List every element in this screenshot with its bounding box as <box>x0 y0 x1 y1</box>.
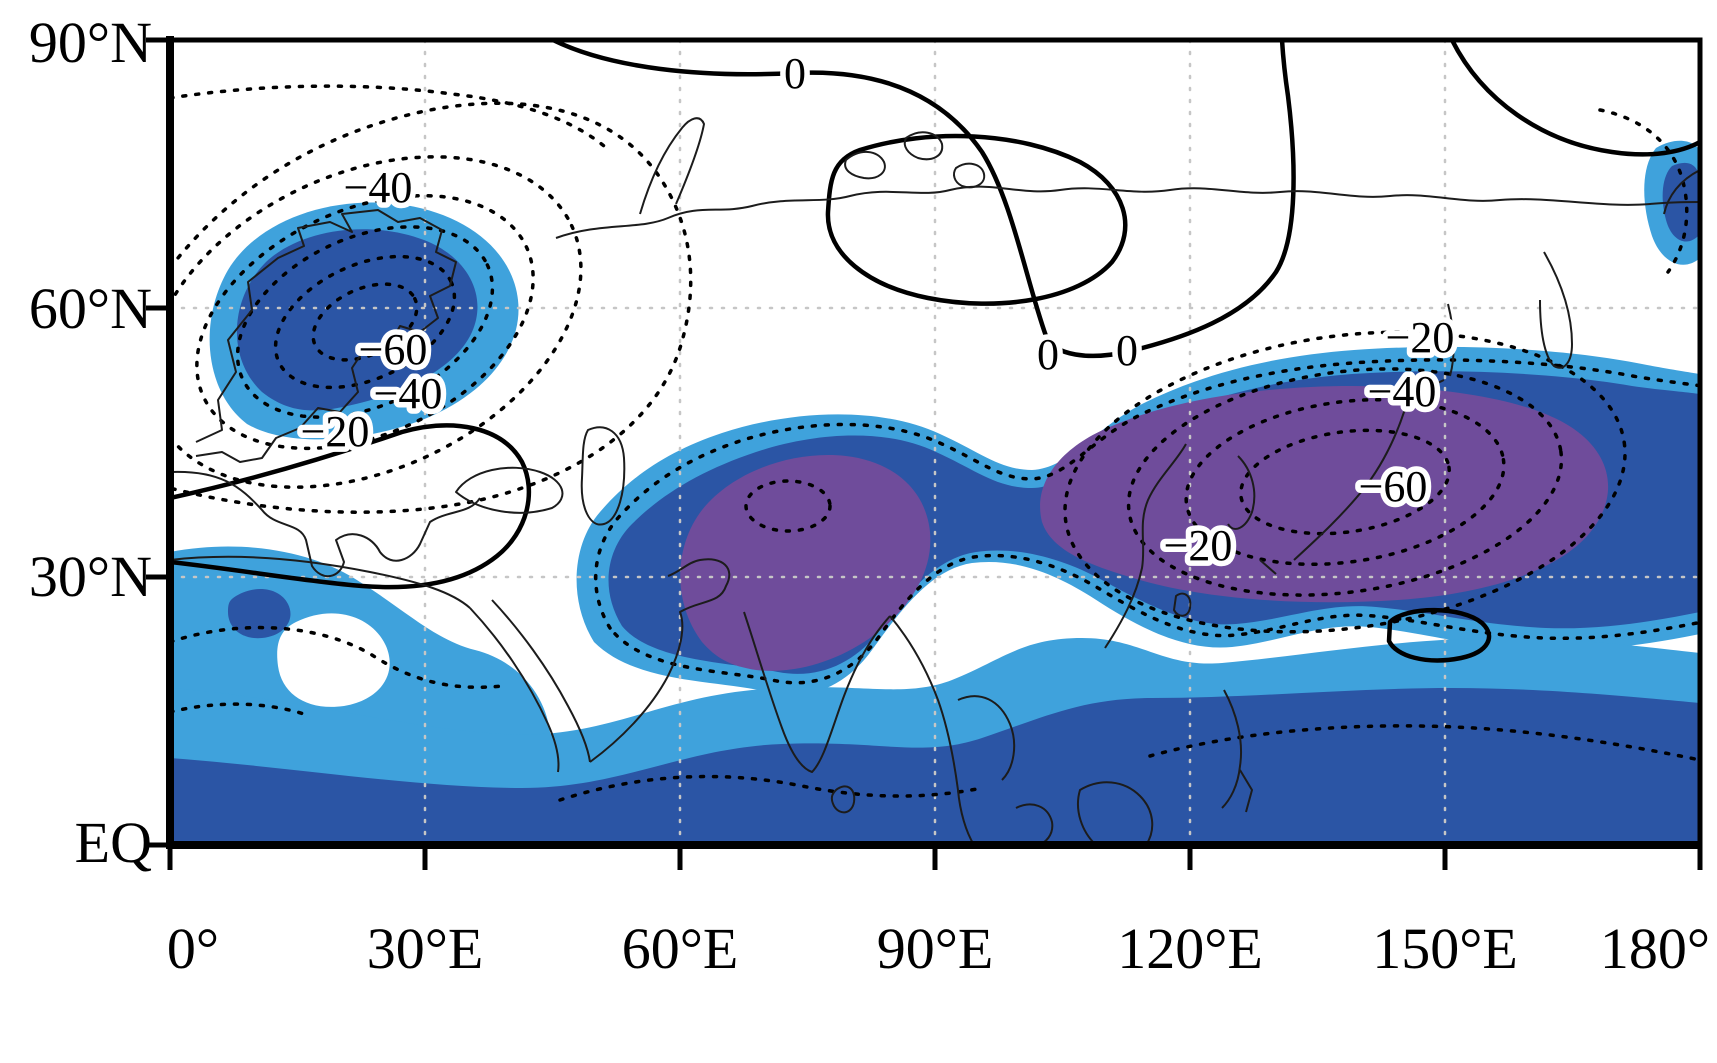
y-axis-label-60n: 60°N <box>29 276 152 341</box>
coastline-arctic-island <box>844 151 886 180</box>
contour-line <box>235 225 495 419</box>
contour-line <box>594 358 1700 685</box>
coastline-arctic-island <box>953 162 986 189</box>
contour-line <box>311 282 419 362</box>
contour-line <box>1598 108 1689 274</box>
coastline-caspian-sea <box>580 426 626 526</box>
shade-region <box>228 589 291 639</box>
contour-label-zero-mid-right: 0 <box>1116 326 1138 375</box>
contour-label-m20-ne-upper: −20 <box>1386 313 1455 362</box>
coastline-far-east <box>1663 169 1700 215</box>
coastline-philippines <box>1221 689 1253 813</box>
contour-label-m20-ne-west: −20 <box>1164 521 1233 570</box>
zero-contour <box>170 423 532 590</box>
coastline-kamchatka <box>1539 251 1573 369</box>
x-axis-label-180: 180° <box>1600 916 1710 981</box>
coastline-scandinavia <box>195 209 457 463</box>
coastline-sri-lanka <box>830 785 856 814</box>
coastline-borneo <box>1077 781 1154 845</box>
coastline-taiwan <box>1173 592 1192 617</box>
coastlines <box>170 117 1700 845</box>
contour-label-m40-nw-lower: −40 <box>374 369 443 418</box>
y-axis-label-eq: EQ <box>75 810 152 875</box>
shade-region <box>236 229 478 411</box>
contour-line <box>1063 330 1627 634</box>
coastline-japan <box>1293 379 1445 561</box>
contour-line <box>170 101 693 514</box>
coastline-red-sea-east <box>491 599 591 763</box>
contour-label-zero-mid-left: 0 <box>1037 330 1059 379</box>
coastline-novaya-zemlya <box>639 117 705 215</box>
zero-contour <box>1449 40 1700 157</box>
ne-contour-set <box>1063 330 1627 634</box>
coastline-black-sea <box>455 466 564 514</box>
coastline-arctic-island <box>903 131 944 161</box>
x-axis-label-60e: 60°E <box>622 916 739 981</box>
coastline-china <box>1104 443 1187 649</box>
contour-line <box>1184 397 1506 567</box>
coastline-arabia <box>589 558 731 763</box>
contour-label-m40-nw-upper: −40 <box>344 163 413 212</box>
x-axis-label-90e: 90°E <box>877 916 994 981</box>
contour-label-m60-nw: −60 <box>359 325 428 374</box>
contour-line <box>558 774 984 802</box>
coastline-bay-of-bengal <box>889 615 975 845</box>
gridlines <box>170 40 1700 845</box>
shading-dark <box>680 386 1609 671</box>
dashed-contours <box>170 84 1700 802</box>
coastline-indochina <box>957 695 1016 781</box>
contour-line <box>1148 724 1700 762</box>
x-axis-label-30e: 30°E <box>367 916 484 981</box>
coastline-north-africa <box>170 555 471 609</box>
x-axis-label-120e: 120°E <box>1117 916 1263 981</box>
zero-contour <box>1386 607 1492 663</box>
contour-label-m40-ne: −40 <box>1368 367 1437 416</box>
coastline-korea <box>1227 455 1256 530</box>
contour-line <box>170 702 312 718</box>
contour-line <box>1239 428 1451 536</box>
contour-line <box>1126 367 1564 597</box>
coastline-kyushu <box>1259 559 1277 575</box>
axis-ticks <box>146 37 1703 870</box>
x-axis-label-150e: 150°E <box>1372 916 1518 981</box>
contour-labels: 0 −40 −60 −40 −20 0 0 −20 −40 −60 −20 <box>295 44 1460 576</box>
contour-line <box>744 479 832 533</box>
plot-area <box>170 40 1700 845</box>
y-axis-label-30n: 30°N <box>29 544 152 609</box>
x-axis-label-0: 0° <box>167 916 219 981</box>
shade-region <box>680 455 931 671</box>
contour-label-m60-ne: −60 <box>1359 462 1428 511</box>
y-axis-label-90n: 90°N <box>29 10 152 75</box>
axis-labels: 90°N 60°N 30°N EQ 0° 30°E 60°E 90°E 120°… <box>29 10 1710 981</box>
zero-contour <box>825 133 1128 306</box>
contour-line <box>195 193 535 451</box>
coastline-india <box>743 611 891 773</box>
contour-label-zero-top: 0 <box>784 49 806 98</box>
coastline-sakhalin <box>1447 303 1455 377</box>
coastline-mediterranean <box>170 470 481 577</box>
shade-region <box>1040 386 1609 603</box>
coastline-red-sea-west <box>469 607 560 773</box>
contour-line <box>170 84 606 148</box>
contour-label-m20-nw: −20 <box>301 407 370 456</box>
contour-line <box>170 155 583 489</box>
coastline-arctic-russia <box>555 185 1700 239</box>
